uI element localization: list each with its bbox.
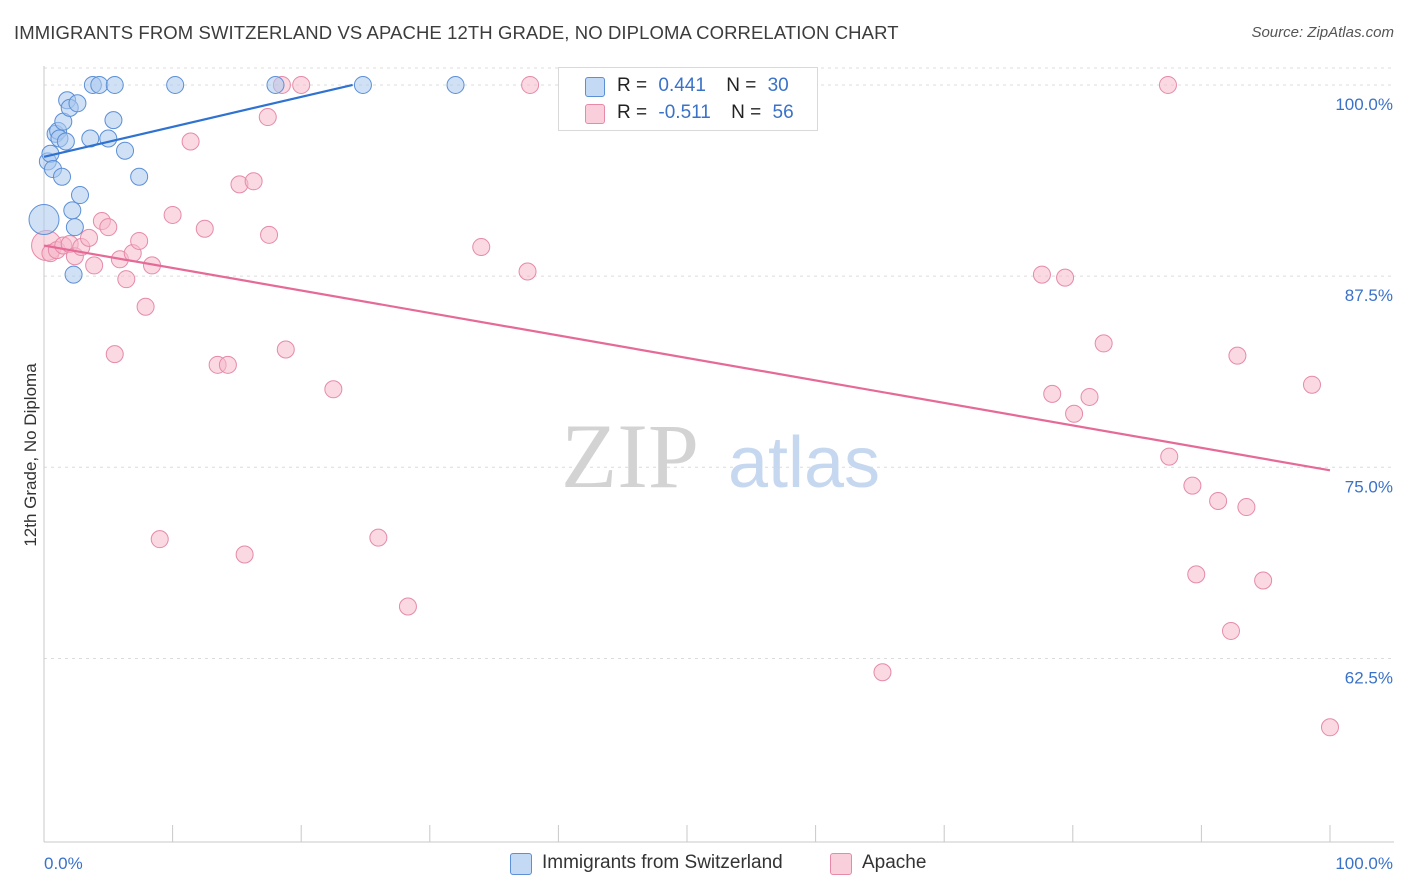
r-value: -0.511 [658,102,711,123]
apache-point [218,355,237,374]
switzerland-trend-line [43,83,353,158]
switzerland-point [90,75,109,94]
switzerland-point [353,75,372,94]
n-label: N = [726,75,757,96]
r-label: R = [617,75,648,96]
source-label: Source: ZipAtlas.com [1251,24,1394,41]
apache-point [80,228,99,247]
switzerland-point [104,111,123,130]
apache-point [260,225,279,244]
legend-text-switzerland: R = 0.441 N = 30 [617,75,789,97]
y-tick-label: 87.5% [1345,286,1393,305]
apache-point [1228,346,1247,365]
axis-layer [43,66,1394,843]
stats-legend: R = 0.441 N = 30 R = -0.511 N = 56 [558,67,818,131]
apache-point [1183,476,1202,495]
apache-point [369,528,388,547]
apache-point [324,380,343,399]
apache-point [873,663,892,682]
apache-point [117,270,136,289]
switzerland-point [130,167,149,186]
apache-point [195,219,214,238]
apache-point [1187,565,1206,584]
apache-point [472,238,491,257]
apache-point [105,345,124,364]
apache-point [1032,265,1051,284]
apache-point [244,172,263,191]
switzerland-point [63,201,82,220]
n-value: 56 [772,102,794,123]
apache-point [276,340,295,359]
apache-point [1158,75,1177,94]
n-label: N = [731,102,762,123]
switzerland-point [68,94,87,113]
apache-point [85,256,104,275]
trend-lines [43,83,1331,472]
switzerland-point [64,265,83,284]
watermark: ZIP atlas [561,405,880,507]
switzerland-point [446,75,465,94]
apache-point [1302,375,1321,394]
switzerland-point [53,167,72,186]
switzerland-point [105,75,124,94]
watermark-zip: ZIP [561,405,699,507]
apache-point [1254,571,1273,590]
y-tick-label: 62.5% [1345,668,1393,687]
apache-point [1321,718,1339,737]
switzerland-point [65,218,84,237]
apache-point [235,545,254,564]
apache-point [292,75,311,94]
r-label: R = [617,102,648,123]
apache-point [1160,447,1179,466]
switzerland-point [166,75,185,94]
apache-point [99,218,118,237]
y-tick-label: 100.0% [1335,95,1393,114]
y-tick-label: 75.0% [1345,477,1393,496]
switzerland-point [71,186,90,205]
apache-point [1209,491,1228,510]
x-tick-label-max: 100.0% [1335,854,1393,873]
y-axis-label: 12th Grade, No Diploma [21,363,40,547]
apache-point [150,530,169,549]
apache-point [1221,621,1240,640]
apache-point [258,108,277,127]
bottom-legend-label: Apache [862,852,927,873]
apache-point [398,597,417,616]
r-value: 0.441 [658,75,706,96]
apache-point [181,132,200,151]
apache-point [136,297,155,316]
apache-trend-line [43,244,1331,472]
apache-point [163,205,182,224]
apache-point [130,231,149,250]
switzerland-point [99,129,118,148]
apache-point [1056,268,1075,287]
apache-point [518,262,537,281]
bottom-swatch-pink [830,853,852,875]
apache-point [1094,334,1113,353]
bottom-legend-label: Immigrants from Switzerland [542,852,783,873]
switzerland-point [266,75,285,94]
tick-labels: 100.0% 87.5% 75.0% 62.5% 0.0% 100.0% [44,95,1393,873]
switzerland-point [28,204,60,236]
legend-swatch-blue [585,77,605,97]
x-tick-label-min: 0.0% [44,854,83,873]
legend-swatch-pink [585,104,605,124]
apache-point [1065,404,1084,423]
n-value: 30 [767,75,789,96]
bottom-swatch-blue [510,853,532,875]
apache-point [1237,498,1256,517]
legend-text-apache: R = -0.511 N = 56 [617,102,794,124]
watermark-atlas: atlas [728,423,880,503]
apache-point [1080,387,1099,406]
chart-title: IMMIGRANTS FROM SWITZERLAND VS APACHE 12… [14,22,899,43]
switzerland-point [116,141,135,160]
apache-point [521,75,540,94]
switzerland-point [56,132,75,151]
apache-point [1043,384,1062,403]
